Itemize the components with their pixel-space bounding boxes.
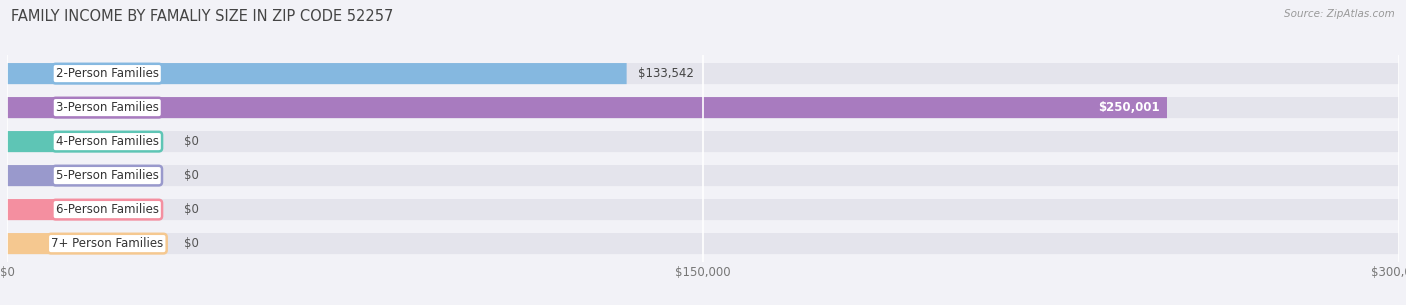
FancyBboxPatch shape: [7, 165, 1399, 186]
FancyBboxPatch shape: [7, 131, 1399, 152]
Text: 7+ Person Families: 7+ Person Families: [51, 237, 163, 250]
Text: 2-Person Families: 2-Person Families: [56, 67, 159, 80]
FancyBboxPatch shape: [7, 165, 60, 186]
FancyBboxPatch shape: [7, 131, 60, 152]
Text: $0: $0: [184, 203, 198, 216]
Text: $0: $0: [184, 237, 198, 250]
Text: $0: $0: [184, 169, 198, 182]
Text: $0: $0: [184, 135, 198, 148]
FancyBboxPatch shape: [7, 233, 60, 254]
FancyBboxPatch shape: [7, 63, 1399, 84]
Text: 6-Person Families: 6-Person Families: [56, 203, 159, 216]
Text: 3-Person Families: 3-Person Families: [56, 101, 159, 114]
Text: 4-Person Families: 4-Person Families: [56, 135, 159, 148]
FancyBboxPatch shape: [7, 63, 627, 84]
Text: $250,001: $250,001: [1098, 101, 1160, 114]
FancyBboxPatch shape: [7, 199, 60, 220]
Text: FAMILY INCOME BY FAMALIY SIZE IN ZIP CODE 52257: FAMILY INCOME BY FAMALIY SIZE IN ZIP COD…: [11, 9, 394, 24]
FancyBboxPatch shape: [7, 97, 1167, 118]
FancyBboxPatch shape: [7, 233, 1399, 254]
Text: 5-Person Families: 5-Person Families: [56, 169, 159, 182]
FancyBboxPatch shape: [7, 199, 1399, 220]
Text: Source: ZipAtlas.com: Source: ZipAtlas.com: [1284, 9, 1395, 19]
Text: $133,542: $133,542: [638, 67, 693, 80]
FancyBboxPatch shape: [7, 97, 1399, 118]
